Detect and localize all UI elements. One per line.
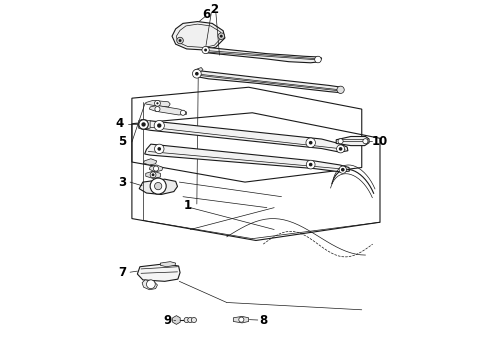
Circle shape [178, 39, 181, 42]
Polygon shape [139, 179, 177, 194]
Circle shape [147, 280, 155, 289]
Circle shape [202, 46, 209, 54]
Polygon shape [195, 68, 203, 73]
Polygon shape [139, 120, 150, 130]
Polygon shape [203, 47, 321, 63]
Circle shape [193, 69, 201, 78]
Text: 8: 8 [260, 314, 268, 327]
Circle shape [155, 107, 160, 112]
Circle shape [188, 318, 193, 323]
Circle shape [180, 110, 186, 115]
Circle shape [337, 145, 344, 153]
Text: 5: 5 [118, 135, 126, 148]
Polygon shape [160, 262, 176, 267]
Text: 6: 6 [202, 9, 211, 22]
Polygon shape [149, 165, 163, 172]
Circle shape [339, 166, 346, 173]
Polygon shape [194, 71, 343, 93]
Polygon shape [142, 280, 157, 290]
Polygon shape [145, 121, 348, 152]
Circle shape [156, 102, 159, 104]
Text: 9: 9 [164, 314, 172, 327]
Circle shape [154, 183, 162, 190]
Polygon shape [149, 105, 187, 115]
Polygon shape [145, 144, 349, 172]
Circle shape [192, 318, 196, 323]
Circle shape [309, 141, 313, 144]
Circle shape [306, 160, 315, 169]
Circle shape [139, 120, 148, 129]
Polygon shape [144, 159, 157, 165]
Circle shape [204, 49, 207, 51]
Circle shape [142, 122, 146, 127]
Polygon shape [137, 264, 180, 281]
Polygon shape [146, 100, 170, 107]
Circle shape [153, 166, 159, 171]
Text: 3: 3 [118, 176, 126, 189]
Circle shape [157, 147, 161, 151]
Circle shape [177, 37, 183, 44]
Text: 1: 1 [184, 199, 192, 212]
Polygon shape [146, 171, 160, 179]
Circle shape [184, 318, 189, 323]
Text: 4: 4 [116, 117, 124, 130]
Text: 10: 10 [372, 135, 388, 148]
Circle shape [154, 121, 164, 131]
Circle shape [363, 139, 368, 144]
Circle shape [150, 178, 166, 194]
Text: 7: 7 [118, 266, 126, 279]
Circle shape [154, 144, 164, 154]
Text: 2: 2 [210, 3, 218, 17]
Circle shape [337, 86, 344, 94]
Circle shape [154, 100, 160, 106]
Circle shape [157, 123, 161, 128]
Circle shape [150, 172, 156, 178]
Polygon shape [336, 136, 369, 145]
Circle shape [306, 138, 316, 148]
Polygon shape [172, 22, 225, 50]
Circle shape [195, 72, 198, 76]
Circle shape [341, 168, 344, 171]
Circle shape [151, 173, 154, 176]
Polygon shape [233, 316, 248, 323]
Circle shape [220, 35, 223, 37]
Circle shape [309, 163, 313, 166]
Circle shape [218, 33, 224, 40]
Circle shape [338, 139, 343, 144]
Circle shape [339, 147, 343, 151]
Circle shape [315, 56, 321, 63]
Circle shape [239, 317, 244, 322]
Polygon shape [172, 316, 180, 324]
